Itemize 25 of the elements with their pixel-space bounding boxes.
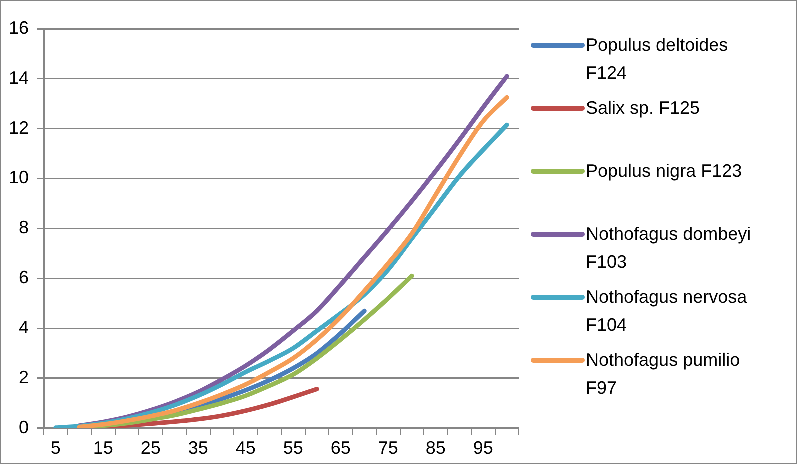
legend-label: Salix sp. F125 [586,97,702,120]
y-tick-label: 6 [19,268,30,288]
x-tick-label: 25 [140,438,161,458]
y-tick-label: 12 [8,118,30,138]
y-tick-label: 8 [19,218,30,238]
x-tick-label: 5 [50,438,61,458]
y-tick-label: 0 [19,417,30,438]
x-tick-label: 35 [188,438,208,458]
x-tick-label: 15 [93,438,114,458]
y-tick-label: 2 [19,367,30,388]
legend-label: Populus deltoides F124 [586,34,730,85]
x-tick-label: 65 [330,438,351,458]
legend-label: Nothofagus pumilio F97 [586,349,742,400]
x-tick-label: 75 [378,438,398,458]
legend-label: Nothofagus dombeyi F103 [586,223,752,274]
y-tick-label: 14 [8,68,30,88]
x-tick-label: 55 [283,438,304,458]
legend-label: Populus nigra F123 [586,160,744,183]
y-tick-label: 10 [8,168,30,188]
x-tick-label: 85 [426,438,446,458]
x-tick-label: 95 [473,438,494,458]
legend-label: Nothofagus nervosa F104 [586,286,748,337]
y-tick-label: 16 [8,18,30,38]
x-tick-label: 45 [236,438,256,458]
y-tick-label: 4 [19,318,30,338]
